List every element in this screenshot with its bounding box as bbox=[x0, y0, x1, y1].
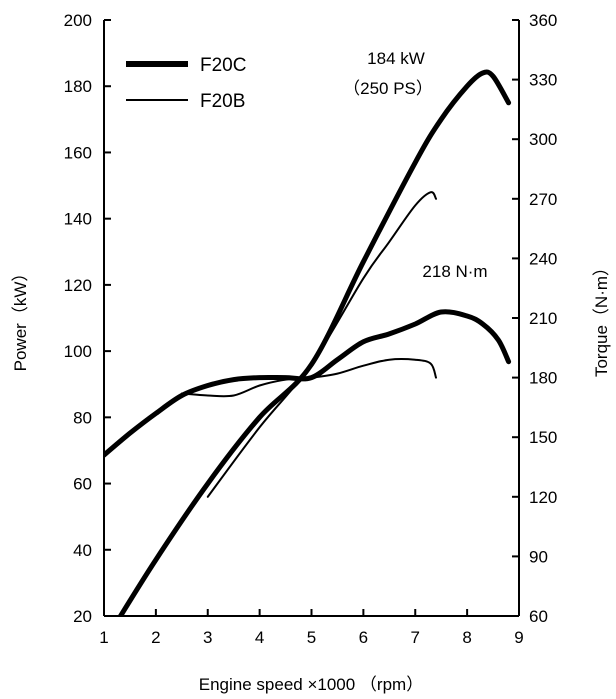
annotation-peak-power-ps: （250 PS） bbox=[343, 79, 433, 98]
y-tick-label-right: 210 bbox=[529, 309, 557, 328]
x-tick-label: 4 bbox=[255, 628, 264, 647]
y-tick-label-left: 200 bbox=[64, 11, 92, 30]
x-tick-label: 9 bbox=[514, 628, 523, 647]
legend-label-f20c: F20C bbox=[200, 55, 246, 76]
x-tick-label: 1 bbox=[99, 628, 108, 647]
y-tick-label-left: 120 bbox=[64, 276, 92, 295]
series-line-f20b-torque bbox=[180, 358, 437, 398]
legend: F20C F20B bbox=[126, 55, 246, 112]
curves-layer bbox=[104, 69, 512, 616]
y-tick-label-left: 180 bbox=[64, 77, 92, 96]
y-axis-title-right: Torque（N·m） bbox=[592, 259, 611, 377]
y-tick-label-left: 140 bbox=[64, 210, 92, 229]
y-tick-label-left: 60 bbox=[73, 475, 92, 494]
y-tick-label-right: 270 bbox=[529, 190, 557, 209]
x-axis-title: Engine speed ×1000 （rpm） bbox=[199, 675, 423, 694]
y-axis-title-left: Power（kW） bbox=[11, 265, 30, 372]
y-tick-label-left: 80 bbox=[73, 408, 92, 427]
x-tick-label: 7 bbox=[411, 628, 420, 647]
y-tick-label-left: 160 bbox=[64, 143, 92, 162]
y-tick-label-right: 300 bbox=[529, 130, 557, 149]
y-tick-label-right: 90 bbox=[529, 547, 548, 566]
y-tick-label-right: 60 bbox=[529, 607, 548, 626]
y-tick-label-right: 240 bbox=[529, 249, 557, 268]
x-tick-label: 5 bbox=[307, 628, 316, 647]
ticks-layer: 1 2 3 4 5 6 7 8 9 20 40 60 80 100 120 140 160 180 200 60 90 1… bbox=[64, 11, 558, 647]
x-tick-label: 3 bbox=[203, 628, 212, 647]
y-tick-label-right: 330 bbox=[529, 71, 557, 90]
series-line-f20b-power bbox=[206, 191, 437, 498]
series-line-f20c-power bbox=[117, 69, 512, 616]
y-tick-label-left: 40 bbox=[73, 541, 92, 560]
y-tick-label-right: 360 bbox=[529, 11, 557, 30]
legend-label-f20b: F20B bbox=[200, 91, 245, 112]
y-tick-label-left: 20 bbox=[73, 607, 92, 626]
x-tick-label: 6 bbox=[359, 628, 368, 647]
y-tick-label-right: 180 bbox=[529, 369, 557, 388]
annotation-peak-torque: 218 N·m bbox=[422, 262, 487, 281]
x-tick-label: 2 bbox=[151, 628, 160, 647]
y-tick-label-right: 150 bbox=[529, 428, 557, 447]
annotation-peak-power: 184 kW bbox=[367, 49, 425, 68]
x-tick-label: 8 bbox=[462, 628, 471, 647]
y-tick-label-left: 100 bbox=[64, 342, 92, 361]
y-tick-label-right: 120 bbox=[529, 488, 557, 507]
series-line-f20c-torque bbox=[104, 309, 512, 458]
